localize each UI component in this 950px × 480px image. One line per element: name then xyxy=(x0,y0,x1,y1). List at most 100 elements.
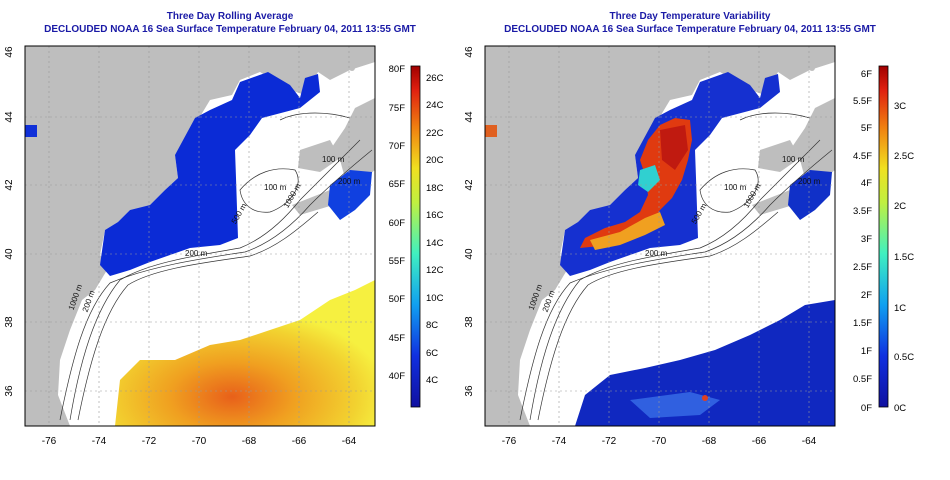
lat-tick: 46 xyxy=(4,46,15,58)
colorbar-label: 0.5C xyxy=(894,352,914,363)
map-figure: 100 m 100 m 200 m 500 m 1000 m 200 m 100… xyxy=(4,45,444,447)
colorbar-label: 22C xyxy=(426,128,444,139)
contour-label: 100 m xyxy=(782,155,805,164)
colorbar-label: 2.5F xyxy=(853,262,872,273)
colorbar-label: 40F xyxy=(389,371,406,382)
panel-title: Three Day Temperature Variability xyxy=(609,11,771,22)
panel-title: Three Day Rolling Average xyxy=(166,11,294,22)
colorbar-label: 3F xyxy=(861,234,872,245)
colorbar-label: 24C xyxy=(426,100,444,111)
colorbar-label: 1F xyxy=(861,346,872,357)
lon-tick: -66 xyxy=(292,436,307,447)
contour-label: 100 m xyxy=(724,183,747,192)
lon-tick: -70 xyxy=(652,436,667,447)
colorbar-label: 70F xyxy=(389,141,406,152)
colorbar-labels-c: 3C 2.5C 2C 1.5C 1C 0.5C 0C xyxy=(894,101,914,414)
colorbar-label: 45F xyxy=(389,333,406,344)
bathymetry-contours xyxy=(59,112,373,421)
colorbar-label: 55F xyxy=(389,256,406,267)
colorbar-labels-f: 80F 75F 70F 65F 60F 55F 50F 45F 40F xyxy=(389,64,406,382)
lon-axis: -76 -74 -72 -70 -68 -66 -64 xyxy=(42,436,357,447)
colorbar-label: 5F xyxy=(861,123,872,134)
colorbar-label: 65F xyxy=(389,179,406,190)
lat-tick: 38 xyxy=(4,316,15,328)
colorbar xyxy=(878,65,889,408)
colorbar-label: 2.5C xyxy=(894,151,914,162)
panel-variability: Three Day Temperature Variability DECLOU… xyxy=(460,0,935,475)
lat-tick: 44 xyxy=(4,111,15,123)
colorbar-label: 14C xyxy=(426,238,444,249)
grid xyxy=(25,46,375,426)
colorbar-label: 26C xyxy=(426,73,444,84)
lon-axis: -76 -74 -72 -70 -68 -66 -64 xyxy=(502,436,817,447)
colorbar-label: 18C xyxy=(426,183,444,194)
colorbar-label: 4C xyxy=(426,375,438,386)
lat-axis: 46 44 42 40 38 36 xyxy=(464,46,475,397)
contour-label: 200 m xyxy=(185,249,208,258)
offshore-variability-region xyxy=(575,300,835,426)
contour-label: 200 m xyxy=(798,177,821,186)
colorbar-label: 60F xyxy=(389,218,406,229)
map-area: 100 m 100 m 200 m 500 m 1000 m 200 m 100… xyxy=(485,46,835,426)
lon-tick: -68 xyxy=(702,436,717,447)
colorbar-label: 2F xyxy=(861,290,872,301)
lat-tick: 46 xyxy=(464,46,475,58)
panel-subtitle: DECLOUDED NOAA 16 Sea Surface Temperatur… xyxy=(44,24,416,35)
lon-tick: -66 xyxy=(752,436,767,447)
lon-tick: -72 xyxy=(142,436,157,447)
lat-tick: 40 xyxy=(464,248,475,260)
colorbar-labels-f: 6F 5.5F 5F 4.5F 4F 3.5F 3F 2.5F 2F 1.5F … xyxy=(853,69,872,414)
lat-tick: 36 xyxy=(4,385,15,397)
colorbar-label: 0F xyxy=(861,403,872,414)
lon-tick: -74 xyxy=(552,436,567,447)
colorbar-label: 1.5C xyxy=(894,252,914,263)
lat-tick: 38 xyxy=(464,316,475,328)
contour-label: 200 m xyxy=(645,249,668,258)
lat-axis: 46 44 42 40 38 36 xyxy=(4,46,15,397)
colorbar-label: 6F xyxy=(861,69,872,80)
cold-water-region xyxy=(100,72,320,276)
colorbar-label: 20C xyxy=(426,155,444,166)
colorbar-label: 16C xyxy=(426,210,444,221)
map-figure: 100 m 100 m 200 m 500 m 1000 m 200 m 100… xyxy=(464,45,914,447)
colorbar-label: 0.5F xyxy=(853,374,872,385)
lon-tick: -74 xyxy=(92,436,107,447)
lon-tick: -76 xyxy=(502,436,517,447)
lat-tick: 42 xyxy=(4,179,15,191)
colorbar-label: 5.5F xyxy=(853,96,872,107)
colorbar-label: 0C xyxy=(894,403,906,414)
lon-tick: -76 xyxy=(42,436,57,447)
map-area: 100 m 100 m 200 m 500 m 1000 m 200 m 100… xyxy=(25,46,375,426)
colorbar-label: 8C xyxy=(426,320,438,331)
panel-rolling-average: Three Day Rolling Average DECLOUDED NOAA… xyxy=(0,0,475,475)
warm-water-region xyxy=(115,280,375,426)
colorbar-label: 4F xyxy=(861,178,872,189)
colorbar-label: 4.5F xyxy=(853,151,872,162)
colorbar-label: 2C xyxy=(894,201,906,212)
contour-label: 200 m xyxy=(338,177,361,186)
lon-tick: -68 xyxy=(242,436,257,447)
grid xyxy=(485,46,835,426)
colorbar-label: 50F xyxy=(389,294,406,305)
lon-tick: -72 xyxy=(602,436,617,447)
colorbar-label: 1.5F xyxy=(853,318,872,329)
colorbar-label: 75F xyxy=(389,103,406,114)
lon-tick: -70 xyxy=(192,436,207,447)
lon-tick: -64 xyxy=(342,436,357,447)
colorbar-label: 3C xyxy=(894,101,906,112)
colorbar-labels-c: 26C 24C 22C 20C 18C 16C 14C 12C 10C 8C 6… xyxy=(426,73,444,386)
panel-subtitle: DECLOUDED NOAA 16 Sea Surface Temperatur… xyxy=(504,24,876,35)
bathymetry-contours xyxy=(519,112,833,421)
colorbar-label: 12C xyxy=(426,265,444,276)
lat-tick: 44 xyxy=(464,111,475,123)
colorbar-label: 1C xyxy=(894,303,906,314)
colorbar-label: 6C xyxy=(426,348,438,359)
land-mass xyxy=(485,46,835,426)
contour-label: 100 m xyxy=(322,155,345,164)
colorbar-label: 10C xyxy=(426,293,444,304)
lon-tick: -64 xyxy=(802,436,817,447)
colorbar-label: 80F xyxy=(389,64,406,75)
land-mass xyxy=(25,46,375,426)
lat-tick: 42 xyxy=(464,179,475,191)
contour-label: 100 m xyxy=(264,183,287,192)
